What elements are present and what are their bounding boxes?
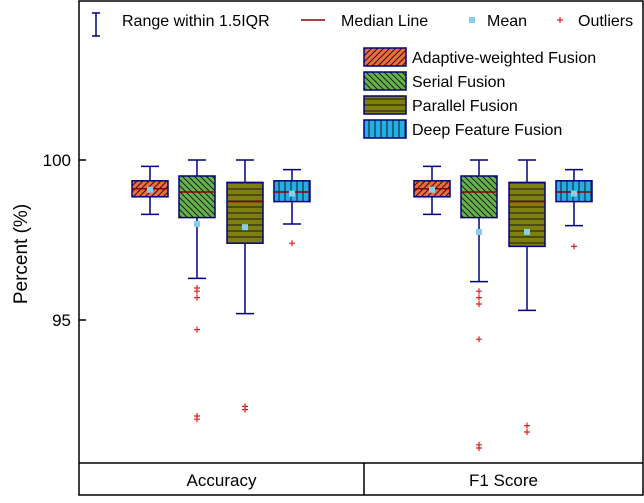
- iqr-box: [460, 175, 498, 219]
- category-label: F1 Score: [469, 471, 538, 490]
- legend: Adaptive-weighted Fusion Serial Fusion Par…: [363, 47, 596, 139]
- mean-marker: [194, 221, 200, 227]
- mean-marker: [571, 190, 577, 197]
- mean-marker: [147, 186, 153, 193]
- legend-median-label: Median Line: [341, 13, 428, 30]
- outlier-marker: [289, 240, 295, 247]
- legend-series-label-1: Serial Fusion: [412, 74, 505, 91]
- legend-swatch-2: [363, 95, 407, 115]
- outlier-marker: [194, 288, 200, 295]
- mean-marker: [429, 186, 435, 193]
- box-f1-score-3: [555, 168, 593, 250]
- outlier-marker: [524, 422, 530, 429]
- legend-outliers-label: Outliers: [578, 13, 633, 30]
- legend-range-label: Range within 1.5IQR: [122, 13, 270, 30]
- box-accuracy-2: [226, 159, 264, 413]
- outlier-marker: [194, 326, 200, 333]
- box-accuracy-0: [131, 165, 169, 216]
- outlier-marker: [194, 416, 200, 423]
- legend-swatch-1: [363, 71, 407, 91]
- legend-series-label-3: Deep Feature Fusion: [412, 122, 562, 139]
- legend-mean-label: Mean: [487, 13, 527, 30]
- category-label: Accuracy: [187, 471, 257, 490]
- mean-marker: [289, 190, 295, 197]
- plot-frame: [78, 0, 644, 496]
- outlier-marker: [476, 294, 482, 301]
- y-tick-label: 100: [43, 151, 71, 170]
- box-accuracy-3: [273, 168, 311, 247]
- outlier-marker: [194, 294, 200, 301]
- iqr-box: [226, 181, 264, 244]
- outlier-icon: [557, 17, 563, 23]
- outlier-marker: [476, 288, 482, 295]
- box-accuracy-1: [178, 159, 216, 423]
- category-table: Accuracy F1 Score: [79, 462, 643, 495]
- legend-swatch-3: [363, 119, 407, 139]
- mean-marker: [242, 224, 248, 231]
- outlier-marker: [571, 243, 577, 250]
- legend-swatch-0: [363, 47, 407, 67]
- axes-layer: Percent (%) 95 100: [11, 0, 644, 496]
- mean-marker: [524, 229, 530, 235]
- range-whisker-icon: [92, 12, 100, 37]
- outlier-marker: [242, 406, 248, 413]
- y-tick-label: 95: [52, 311, 71, 330]
- outlier-marker: [476, 445, 482, 451]
- mean-marker: [476, 229, 482, 235]
- box-f1-score-1: [460, 159, 498, 451]
- y-axis-label: Percent (%): [11, 204, 32, 304]
- top-legend: Range within 1.5IQR Median Line Mean Outlie…: [92, 12, 633, 37]
- outlier-marker: [524, 429, 530, 435]
- boxes-layer: [131, 159, 593, 451]
- box-f1-score-2: [508, 159, 546, 435]
- outlier-marker: [476, 336, 482, 343]
- iqr-box: [508, 181, 546, 248]
- outlier-marker: [476, 301, 482, 307]
- mean-icon: [469, 17, 475, 23]
- box-f1-score-0: [413, 165, 451, 216]
- legend-series-label-0: Adaptive-weighted Fusion: [412, 50, 596, 67]
- iqr-box: [178, 175, 216, 219]
- legend-series-label-2: Parallel Fusion: [412, 98, 518, 115]
